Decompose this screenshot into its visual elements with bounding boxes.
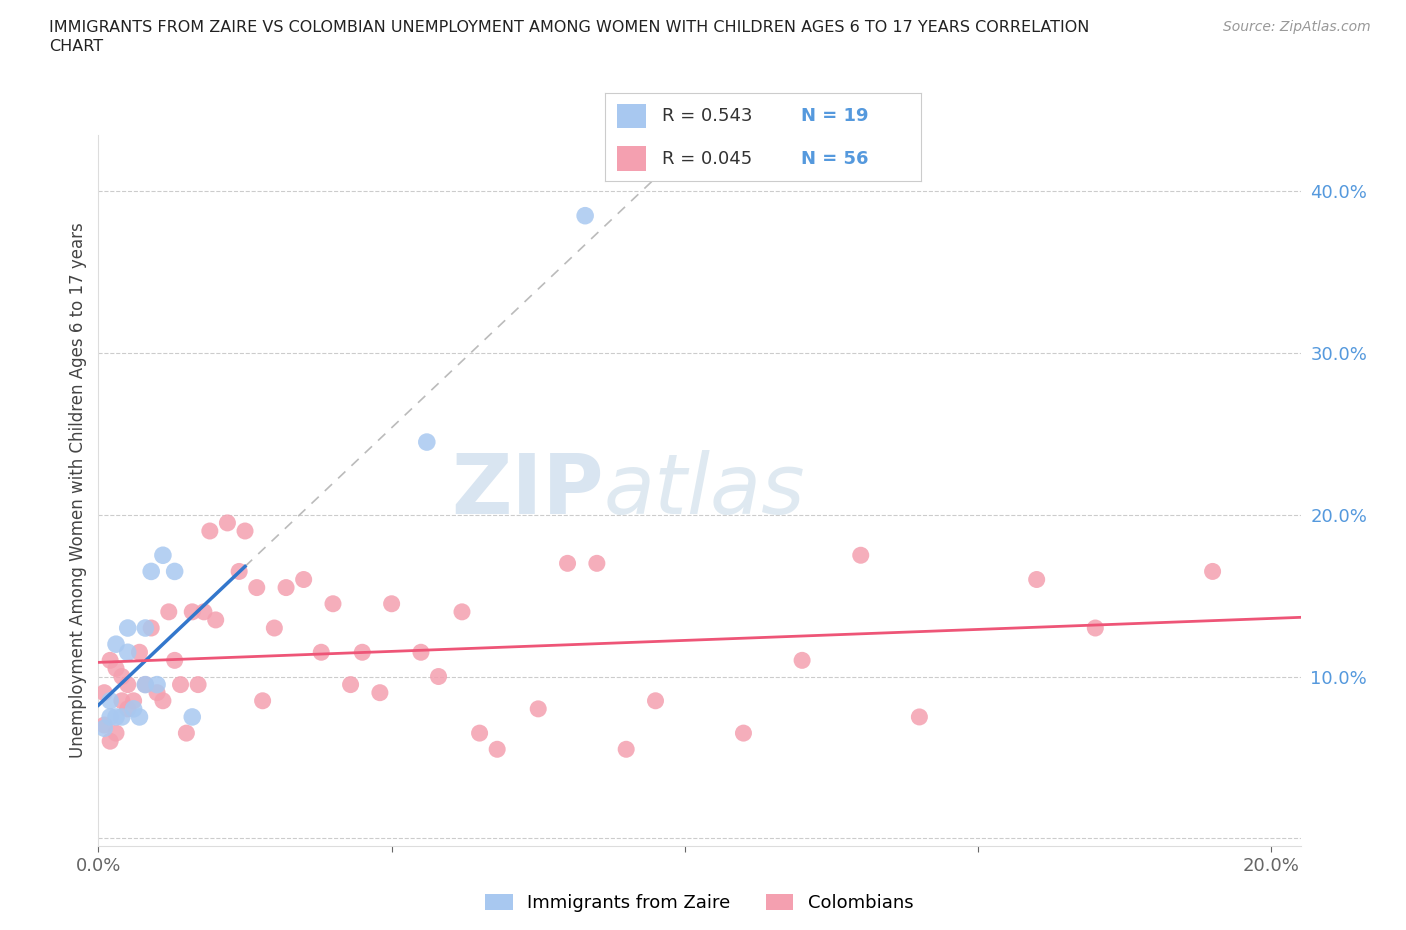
Text: atlas: atlas xyxy=(603,450,806,531)
Point xyxy=(111,669,134,684)
Point xyxy=(93,718,115,733)
Point xyxy=(1201,564,1223,578)
Point xyxy=(152,548,174,563)
Point xyxy=(117,620,139,635)
Point xyxy=(105,725,128,740)
Point xyxy=(163,653,186,668)
Point xyxy=(644,694,666,709)
Point xyxy=(263,620,285,635)
Point xyxy=(204,613,226,628)
Point xyxy=(93,685,115,700)
Point xyxy=(416,434,439,449)
Point xyxy=(146,685,169,700)
Point xyxy=(111,710,134,724)
Text: R = 0.543: R = 0.543 xyxy=(662,107,752,125)
Point xyxy=(486,742,509,757)
Point xyxy=(98,710,121,724)
Point xyxy=(292,572,315,587)
Point xyxy=(352,644,374,659)
Text: N = 19: N = 19 xyxy=(801,107,869,125)
Text: Source: ZipAtlas.com: Source: ZipAtlas.com xyxy=(1223,20,1371,34)
Text: ZIP: ZIP xyxy=(451,450,603,531)
Point xyxy=(849,548,872,563)
Point xyxy=(134,677,156,692)
Point xyxy=(381,596,404,611)
Text: CHART: CHART xyxy=(49,39,103,54)
Point xyxy=(141,564,163,578)
Point xyxy=(105,661,128,676)
Point xyxy=(252,694,274,709)
Point xyxy=(614,742,637,757)
Point xyxy=(339,677,361,692)
Point xyxy=(193,604,215,619)
Point xyxy=(152,694,174,709)
Point xyxy=(790,653,813,668)
Point xyxy=(557,556,579,571)
Point xyxy=(246,580,269,595)
Point xyxy=(908,710,931,724)
Point xyxy=(228,564,250,578)
Point xyxy=(157,604,180,619)
Point xyxy=(181,710,204,724)
Point xyxy=(134,677,156,692)
Point xyxy=(122,694,145,709)
Point xyxy=(98,694,121,709)
Point xyxy=(105,637,128,652)
Point xyxy=(169,677,191,692)
Bar xyxy=(617,103,645,128)
Point xyxy=(98,734,121,749)
Point xyxy=(141,620,163,635)
Point xyxy=(233,524,256,538)
Point xyxy=(468,725,491,740)
Point xyxy=(176,725,198,740)
Point xyxy=(128,644,150,659)
Text: IMMIGRANTS FROM ZAIRE VS COLOMBIAN UNEMPLOYMENT AMONG WOMEN WITH CHILDREN AGES 6: IMMIGRANTS FROM ZAIRE VS COLOMBIAN UNEMP… xyxy=(49,20,1090,35)
Point xyxy=(93,721,115,736)
Point xyxy=(117,644,139,659)
Point xyxy=(122,701,145,716)
Point xyxy=(527,701,550,716)
Point xyxy=(1025,572,1047,587)
Point xyxy=(451,604,474,619)
Point xyxy=(586,556,609,571)
Point xyxy=(105,710,128,724)
Point xyxy=(181,604,204,619)
Bar xyxy=(617,146,645,171)
Point xyxy=(274,580,297,595)
Point xyxy=(322,596,344,611)
Point xyxy=(198,524,221,538)
Text: R = 0.045: R = 0.045 xyxy=(662,150,752,167)
Text: N = 56: N = 56 xyxy=(801,150,869,167)
Point xyxy=(309,644,332,659)
Point xyxy=(117,677,139,692)
Point xyxy=(574,208,596,223)
Point xyxy=(409,644,432,659)
Point xyxy=(733,725,755,740)
Point xyxy=(98,653,121,668)
Point xyxy=(187,677,209,692)
Point xyxy=(368,685,391,700)
Point xyxy=(117,701,139,716)
Legend: Immigrants from Zaire, Colombians: Immigrants from Zaire, Colombians xyxy=(478,886,921,919)
Point xyxy=(111,694,134,709)
Point xyxy=(128,710,150,724)
Point xyxy=(427,669,450,684)
Y-axis label: Unemployment Among Women with Children Ages 6 to 17 years: Unemployment Among Women with Children A… xyxy=(69,222,87,759)
Point xyxy=(217,515,239,530)
Point xyxy=(146,677,169,692)
Point xyxy=(163,564,186,578)
Point xyxy=(134,620,156,635)
Point xyxy=(1084,620,1107,635)
